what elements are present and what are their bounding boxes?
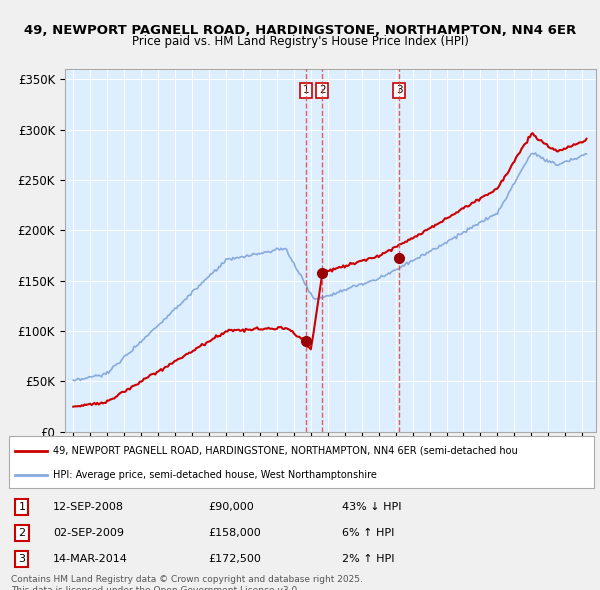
Text: 12-SEP-2008: 12-SEP-2008 [53, 502, 124, 512]
Text: 3: 3 [395, 86, 403, 96]
Text: 02-SEP-2009: 02-SEP-2009 [53, 528, 124, 537]
Text: 3: 3 [19, 554, 25, 564]
Text: Contains HM Land Registry data © Crown copyright and database right 2025.
This d: Contains HM Land Registry data © Crown c… [11, 575, 362, 590]
Text: 49, NEWPORT PAGNELL ROAD, HARDINGSTONE, NORTHAMPTON, NN4 6ER (semi-detached hou: 49, NEWPORT PAGNELL ROAD, HARDINGSTONE, … [53, 445, 518, 455]
Text: 6% ↑ HPI: 6% ↑ HPI [343, 528, 395, 537]
FancyBboxPatch shape [9, 436, 594, 488]
Text: 1: 1 [19, 502, 25, 512]
Text: £172,500: £172,500 [208, 554, 261, 564]
Text: HPI: Average price, semi-detached house, West Northamptonshire: HPI: Average price, semi-detached house,… [53, 470, 377, 480]
Text: 43% ↓ HPI: 43% ↓ HPI [343, 502, 402, 512]
Text: 1: 1 [302, 86, 309, 96]
Text: 2: 2 [319, 86, 325, 96]
Text: Price paid vs. HM Land Registry's House Price Index (HPI): Price paid vs. HM Land Registry's House … [131, 35, 469, 48]
Text: 14-MAR-2014: 14-MAR-2014 [53, 554, 128, 564]
Text: £90,000: £90,000 [208, 502, 254, 512]
Text: 49, NEWPORT PAGNELL ROAD, HARDINGSTONE, NORTHAMPTON, NN4 6ER: 49, NEWPORT PAGNELL ROAD, HARDINGSTONE, … [24, 24, 576, 37]
Text: 2: 2 [19, 528, 25, 537]
Text: £158,000: £158,000 [208, 528, 260, 537]
Text: 2% ↑ HPI: 2% ↑ HPI [343, 554, 395, 564]
